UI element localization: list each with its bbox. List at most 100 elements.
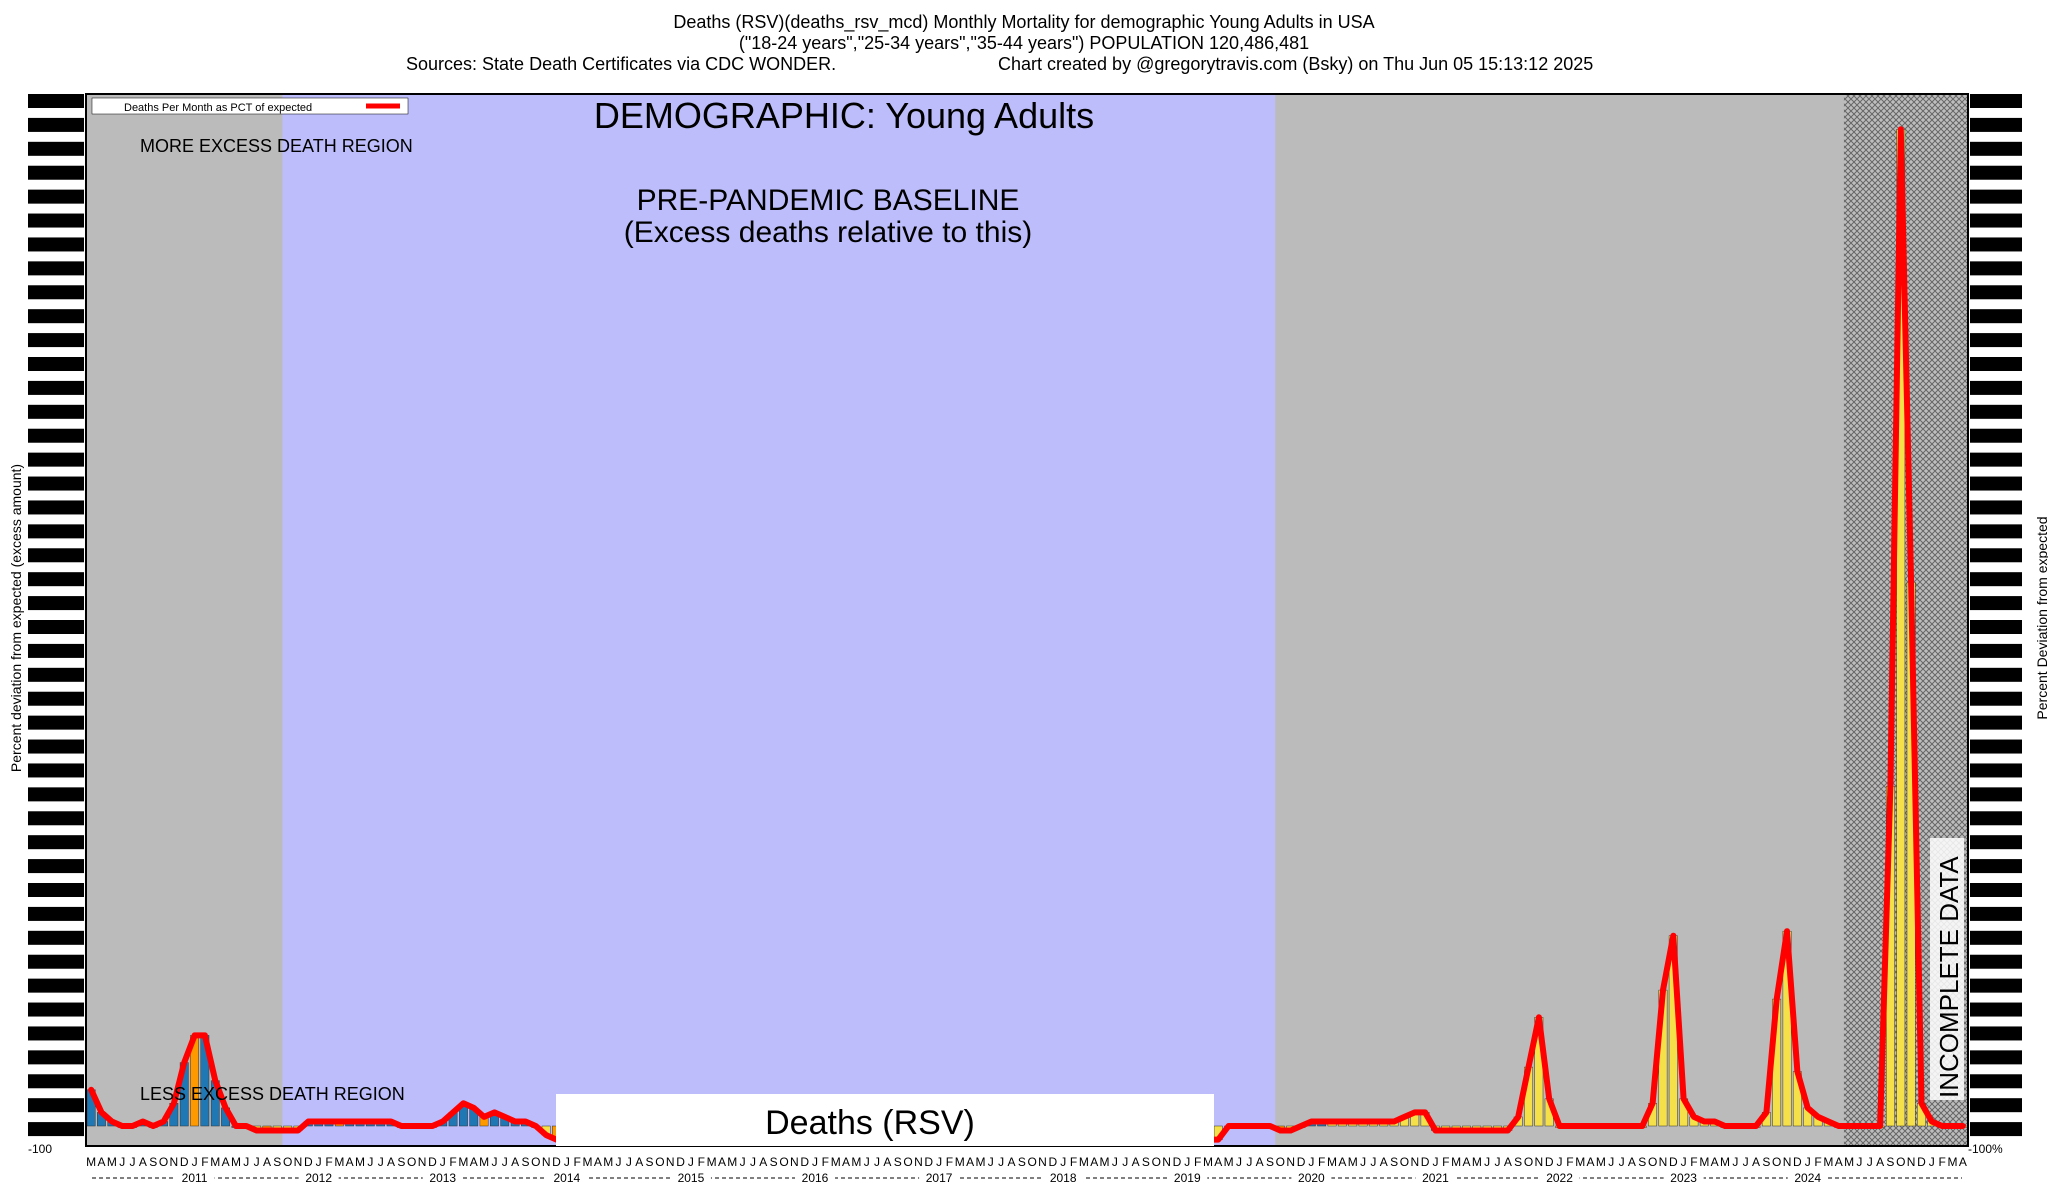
left-tick-mark (28, 1026, 84, 1041)
x-tick-month: S (1762, 1155, 1770, 1169)
x-tick-month: J (1370, 1155, 1376, 1169)
x-tick-month: M (851, 1155, 861, 1169)
x-tick-month: M (707, 1155, 717, 1169)
x-tick-month: A (1876, 1155, 1884, 1169)
x-tick-month: J (1557, 1155, 1563, 1169)
x-tick-month: M (1100, 1155, 1110, 1169)
x-tick-month: N (914, 1155, 923, 1169)
x-tick-month: A (1214, 1155, 1222, 1169)
x-tick-month: M (1844, 1155, 1854, 1169)
right-tick-mark (1970, 1002, 2022, 1017)
x-tick-month: J (564, 1155, 570, 1169)
right-tick-mark (1970, 1050, 2022, 1065)
right-tick-mark (1970, 667, 2022, 682)
left-tick-mark (28, 906, 84, 921)
left-tick-mark (28, 930, 84, 945)
x-tick-month: A (1132, 1155, 1140, 1169)
right-tick-mark (1970, 1098, 2022, 1113)
year-label-bg (1415, 1171, 1456, 1185)
left-tick-mark (28, 620, 84, 634)
x-tick-month: M (603, 1155, 613, 1169)
x-tick-month: O (1896, 1155, 1905, 1169)
x-tick-month: S (1266, 1155, 1274, 1169)
right-tick-mark (1970, 596, 2022, 611)
x-tick-month: D (1917, 1155, 1926, 1169)
x-tick-month: D (1049, 1155, 1058, 1169)
x-tick-month: M (86, 1155, 96, 1169)
left-tick-mark (28, 357, 84, 371)
x-tick-month: J (316, 1155, 322, 1169)
x-tick-month: J (1236, 1155, 1242, 1169)
baseline-label-2: (Excess deaths relative to this) (624, 216, 1033, 249)
right-tick-mark (1970, 787, 2022, 802)
left-tick-mark (28, 835, 84, 850)
right-tick-mark (1970, 261, 2022, 276)
x-tick-month: S (1390, 1155, 1398, 1169)
x-tick-month: M (210, 1155, 220, 1169)
x-tick-month: A (1090, 1155, 1098, 1169)
left-tick-mark (28, 1074, 84, 1089)
x-tick-month: J (1856, 1155, 1862, 1169)
left-tick-mark (28, 452, 84, 467)
x-tick-year: 2012 (305, 1171, 332, 1185)
baseline-label-1: PRE-PANDEMIC BASELINE (637, 184, 1020, 217)
right-tick-mark (1970, 213, 2022, 228)
x-tick-month: S (1514, 1155, 1522, 1169)
x-tick-year: 2017 (926, 1171, 953, 1185)
left-tick-mark (28, 404, 84, 419)
x-tick-month: J (1929, 1155, 1935, 1169)
x-tick-month: S (273, 1155, 281, 1169)
left-tick-mark (28, 572, 84, 587)
x-tick-month: A (222, 1155, 230, 1169)
x-tick-month: A (1462, 1155, 1470, 1169)
x-tick-month: J (626, 1155, 632, 1169)
year-label-bg (1663, 1171, 1704, 1185)
right-tick-mark (1970, 333, 2022, 348)
right-tick-mark (1970, 165, 2022, 180)
x-tick-month: A (594, 1155, 602, 1169)
right-tick-mark (1970, 978, 2022, 993)
x-tick-month: O (1152, 1155, 1161, 1169)
left-tick-mark (28, 715, 84, 730)
incomplete-label-bg (1930, 838, 1964, 1100)
right-tick-mark (1970, 524, 2022, 539)
right-tick-mark (1970, 141, 2022, 156)
less-excess-label: LESS EXCESS DEATH REGION (140, 1084, 405, 1104)
x-tick-month: F (1938, 1155, 1945, 1169)
caption-label: Deaths (RSV) (765, 1104, 975, 1142)
x-tick-month: F (698, 1155, 705, 1169)
x-tick-year: 2016 (802, 1171, 829, 1185)
x-tick-year: 2013 (429, 1171, 456, 1185)
x-tick-month: F (574, 1155, 581, 1169)
left-tick-mark (28, 978, 84, 993)
x-tick-month: J (740, 1155, 746, 1169)
x-tick-month: D (800, 1155, 809, 1169)
left-tick-mark (28, 189, 84, 204)
x-tick-month: S (149, 1155, 157, 1169)
x-tick-month: S (1886, 1155, 1894, 1169)
x-tick-month: M (107, 1155, 117, 1169)
left-tick-mark (28, 94, 84, 108)
x-tick-month: J (1122, 1155, 1128, 1169)
x-tick-month: A (387, 1155, 395, 1169)
x-tick-month: A (1959, 1155, 1967, 1169)
x-tick-month: A (1587, 1155, 1595, 1169)
x-tick-month: J (688, 1155, 694, 1169)
left-tick-mark (28, 333, 84, 348)
x-tick-month: D (1421, 1155, 1430, 1169)
x-tick-month: M (955, 1155, 965, 1169)
year-label-bg (1167, 1171, 1208, 1185)
right-tick-mark (1970, 739, 2022, 754)
left-tick-mark (28, 428, 84, 443)
x-tick-month: O (1400, 1155, 1409, 1169)
x-tick-month: A (1835, 1155, 1843, 1169)
x-tick-month: J (1484, 1155, 1490, 1169)
x-tick-year: 2023 (1670, 1171, 1697, 1185)
x-tick-month: N (542, 1155, 551, 1169)
x-tick-month: N (666, 1155, 675, 1169)
x-tick-month: J (1495, 1155, 1501, 1169)
left-tick-mark (28, 548, 84, 563)
x-tick-month: F (1814, 1155, 1821, 1169)
right-tick-mark (1970, 930, 2022, 945)
